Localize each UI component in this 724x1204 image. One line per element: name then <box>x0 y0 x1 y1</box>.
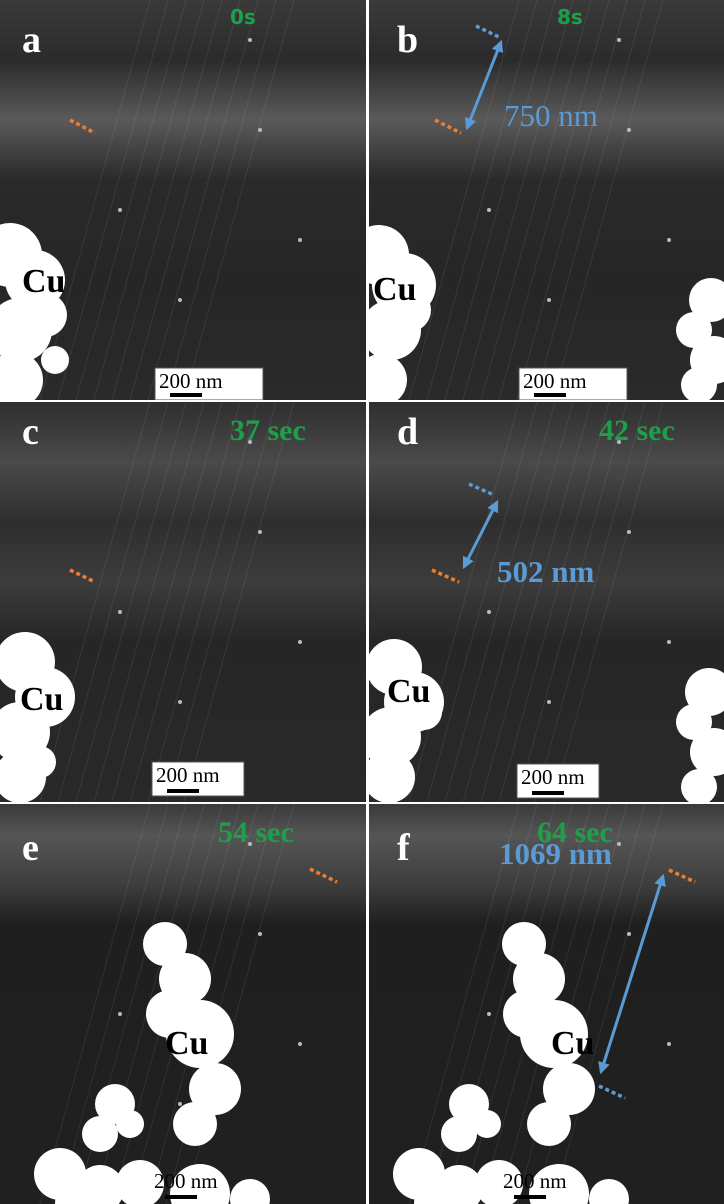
image-background <box>369 402 724 802</box>
cu-blob <box>527 1102 571 1146</box>
particle <box>178 298 182 302</box>
scale-label: 200 nm <box>521 765 585 789</box>
cu-label: Cu <box>387 673 430 710</box>
particle <box>178 1102 182 1106</box>
particle <box>258 932 262 936</box>
particle <box>617 38 621 42</box>
particle <box>667 1042 671 1046</box>
cu-blob <box>24 746 56 778</box>
time-label: 37 sec <box>230 414 306 447</box>
scale-bar <box>532 791 564 795</box>
particle <box>667 640 671 644</box>
particle <box>258 530 262 534</box>
cu-label: Cu <box>165 1025 208 1062</box>
panel-letter: f <box>397 827 411 869</box>
particle <box>298 1042 302 1046</box>
scale-label: 200 nm <box>523 369 587 393</box>
panel-letter: a <box>22 19 41 61</box>
particle <box>667 238 671 242</box>
cu-label: Cu <box>373 271 416 308</box>
measurement-label: 1069 nm <box>499 836 612 871</box>
panel-letter: b <box>397 19 418 61</box>
particle <box>617 842 621 846</box>
particle <box>258 128 262 132</box>
panel: c 37 sec Cu 200 nm <box>0 402 366 802</box>
scale-bar <box>165 1195 197 1199</box>
scale-label: 200 nm <box>154 1169 218 1193</box>
cu-label: Cu <box>20 681 63 718</box>
particle <box>487 1012 491 1016</box>
scale-bar <box>167 789 199 793</box>
scale-label: 200 nm <box>156 763 220 787</box>
time-label: 54 sec <box>218 816 294 849</box>
panel: b 8s Cu 750 nm 200 nm <box>369 0 724 400</box>
cu-label: Cu <box>22 263 65 300</box>
particle <box>118 1012 122 1016</box>
panel-letter: c <box>22 411 39 453</box>
image-background <box>369 0 724 400</box>
cu-blob <box>173 1102 217 1146</box>
cu-blob <box>473 1110 501 1138</box>
particle <box>487 208 491 212</box>
particle <box>178 700 182 704</box>
time-label: 42 sec <box>599 414 675 447</box>
particle <box>118 610 122 614</box>
cu-blob <box>116 1110 144 1138</box>
scale-bar <box>534 393 566 397</box>
cu-blob <box>41 346 69 374</box>
particle <box>487 610 491 614</box>
cu-label: Cu <box>551 1025 594 1062</box>
panel-letter: e <box>22 827 39 869</box>
scale-label: 200 nm <box>503 1169 567 1193</box>
panel: e 54 sec Cu 200 nm <box>0 804 366 1204</box>
cu-blob <box>441 1116 477 1152</box>
cu-blob <box>82 1116 118 1152</box>
panel: d 42 sec Cu 502 nm 200 nm <box>369 402 724 802</box>
particle <box>627 932 631 936</box>
particle <box>248 38 252 42</box>
particle <box>298 238 302 242</box>
time-label: 8s <box>557 5 583 29</box>
scale-bar <box>170 393 202 397</box>
cu-blob <box>503 990 551 1038</box>
measurement-label: 502 nm <box>497 554 594 589</box>
panel: a 0s Cu 200 nm <box>0 0 366 400</box>
scale-label: 200 nm <box>159 369 223 393</box>
particle <box>627 530 631 534</box>
figure: a 0s Cu 200 nm b 8s Cu 750 nm 200 nm c 37 sec Cu 200… <box>0 0 724 1204</box>
scale-bar <box>514 1195 546 1199</box>
panel-letter: d <box>397 411 418 453</box>
particle <box>298 640 302 644</box>
particle <box>547 700 551 704</box>
measurement-label: 750 nm <box>504 98 598 133</box>
particle <box>627 128 631 132</box>
time-label: 0s <box>230 5 256 29</box>
particle <box>118 208 122 212</box>
particle <box>547 298 551 302</box>
